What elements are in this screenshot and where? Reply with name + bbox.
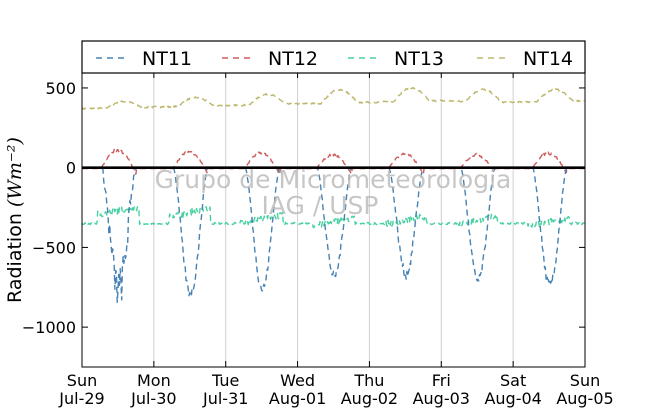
y-axis-unit: (Wm⁻²) <box>4 137 26 207</box>
y-axis-title-text: Radiation <box>4 207 26 303</box>
legend-label-nt11: NT11 <box>142 48 192 70</box>
grid-lines <box>153 72 514 367</box>
x-tick-label-date: Jul-29 <box>58 389 104 408</box>
x-tick-label-day: Sun <box>67 371 97 390</box>
x-tick-label-day: Mon <box>137 371 171 390</box>
x-tick-label-date: Aug-05 <box>556 389 613 408</box>
x-tick-label-day: Thu <box>353 371 384 390</box>
series-line-nt14 <box>81 86 585 110</box>
y-tick-label: 0 <box>66 159 76 178</box>
y-tick-label: 500 <box>45 79 76 98</box>
x-tick-label-date: Aug-01 <box>269 389 326 408</box>
y-axis-label: Radiation (Wm⁻²) <box>4 137 26 303</box>
x-tick-label-date: Aug-04 <box>484 389 541 408</box>
y-axis-title: Radiation (Wm⁻²) <box>4 137 26 303</box>
legend-label-nt12: NT12 <box>268 48 318 70</box>
watermark-line-1: Grupo de Micrometeorologia <box>155 165 512 194</box>
y-tick-label: −1000 <box>22 318 76 337</box>
legend-label-nt14: NT14 <box>523 48 573 70</box>
legend-label-nt13: NT13 <box>394 48 444 70</box>
watermark: Grupo de Micrometeorologia IAG / USP <box>155 165 512 220</box>
x-tick-label-date: Aug-02 <box>341 389 398 408</box>
legend: NT11 NT12 NT13 NT14 <box>81 40 586 74</box>
legend-box <box>81 40 586 74</box>
watermark-line-2: IAG / USP <box>262 191 379 220</box>
x-tick-label-day: Tue <box>211 371 239 390</box>
x-tick-label-date: Aug-03 <box>413 389 470 408</box>
x-tick-label-day: Sat <box>500 371 526 390</box>
x-tick-label-date: Jul-30 <box>130 389 176 408</box>
x-tick-label-day: Fri <box>432 371 451 390</box>
y-tick-label: −500 <box>32 238 76 257</box>
x-tick-label-day: Wed <box>280 371 315 390</box>
axes: SunJul-29MonJul-30TueJul-31WedAug-01ThuA… <box>22 72 614 408</box>
series-line-nt13 <box>81 204 585 229</box>
x-tick-label-day: Sun <box>570 371 600 390</box>
x-tick-label-date: Jul-31 <box>202 389 248 408</box>
